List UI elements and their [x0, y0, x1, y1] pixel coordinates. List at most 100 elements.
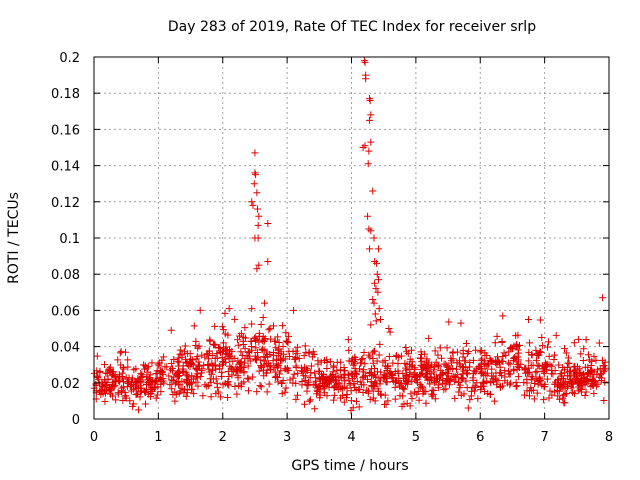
data-point: [351, 384, 359, 392]
data-point: [115, 371, 123, 379]
data-point: [259, 313, 267, 321]
y-tick-label: 0.14: [51, 160, 80, 175]
x-tick-label: 4: [347, 430, 355, 445]
data-point: [114, 389, 122, 397]
data-point: [533, 350, 541, 358]
data-point: [223, 346, 231, 354]
data-point: [150, 384, 158, 392]
data-point: [303, 387, 311, 395]
data-point: [391, 383, 399, 391]
data-point: [584, 351, 592, 359]
data-point: [263, 388, 271, 396]
data-point: [392, 353, 400, 361]
data-point: [506, 370, 514, 378]
data-point: [234, 357, 242, 365]
data-point: [165, 372, 173, 380]
data-point: [455, 357, 463, 365]
data-point: [209, 375, 217, 383]
data-point: [102, 369, 110, 377]
data-point: [462, 339, 470, 347]
data-point: [322, 379, 330, 387]
data-point: [536, 348, 544, 356]
data-point: [430, 362, 438, 370]
data-point: [97, 387, 105, 395]
data-point: [134, 390, 142, 398]
data-point: [258, 346, 266, 354]
data-point: [369, 359, 377, 367]
data-point: [237, 330, 245, 338]
data-point: [144, 368, 152, 376]
data-point: [266, 324, 274, 332]
data-point: [386, 368, 394, 376]
data-point: [601, 364, 609, 372]
data-point: [513, 382, 521, 390]
data-point: [282, 329, 290, 337]
data-point: [525, 392, 533, 400]
data-point: [552, 331, 560, 339]
data-point: [245, 387, 253, 395]
y-tick-label: 0.08: [51, 268, 80, 283]
data-point: [186, 357, 194, 365]
data-point: [375, 276, 383, 284]
data-point: [207, 393, 215, 401]
data-point: [167, 360, 175, 368]
data-point: [450, 372, 458, 380]
data-point: [106, 366, 114, 374]
data-point: [524, 364, 532, 372]
data-point: [541, 380, 549, 388]
data-point: [556, 395, 564, 403]
data-point: [289, 379, 297, 387]
data-point: [535, 362, 543, 370]
data-points: [90, 57, 609, 414]
data-point: [349, 404, 357, 412]
data-point: [160, 353, 168, 361]
data-point: [115, 377, 123, 385]
data-point: [238, 380, 246, 388]
data-point: [301, 400, 309, 408]
data-point: [544, 343, 552, 351]
data-point: [333, 358, 341, 366]
data-point: [336, 366, 344, 374]
data-point: [533, 367, 541, 375]
data-point: [340, 377, 348, 385]
data-point: [538, 342, 546, 350]
data-point: [330, 384, 338, 392]
data-point: [152, 394, 160, 402]
data-point: [372, 285, 380, 293]
x-tick-label: 5: [412, 430, 420, 445]
data-point: [282, 337, 290, 345]
data-point: [515, 349, 523, 357]
data-point: [335, 379, 343, 387]
data-point: [221, 309, 229, 317]
data-point: [306, 396, 314, 404]
data-point: [462, 364, 470, 372]
data-point: [254, 234, 262, 242]
data-point: [375, 351, 383, 359]
x-tick-label: 3: [283, 430, 291, 445]
data-point: [421, 350, 429, 358]
data-point: [171, 397, 179, 405]
data-point: [501, 373, 509, 381]
data-point: [377, 368, 385, 376]
gridlines: [94, 57, 609, 419]
data-point: [477, 370, 485, 378]
data-point: [141, 400, 149, 408]
data-point: [321, 382, 329, 390]
data-point: [326, 358, 334, 366]
data-point: [528, 376, 536, 384]
data-point: [182, 355, 190, 363]
data-point: [371, 258, 379, 266]
data-point: [184, 350, 192, 358]
data-point: [250, 180, 258, 188]
data-point: [430, 368, 438, 376]
data-point: [111, 382, 119, 390]
data-point: [298, 381, 306, 389]
data-point: [370, 299, 378, 307]
data-point: [394, 360, 402, 368]
data-point: [431, 379, 439, 387]
data-point: [476, 348, 484, 356]
data-point: [456, 362, 464, 370]
data-point: [189, 375, 197, 383]
data-point: [398, 402, 406, 410]
data-point: [436, 344, 444, 352]
